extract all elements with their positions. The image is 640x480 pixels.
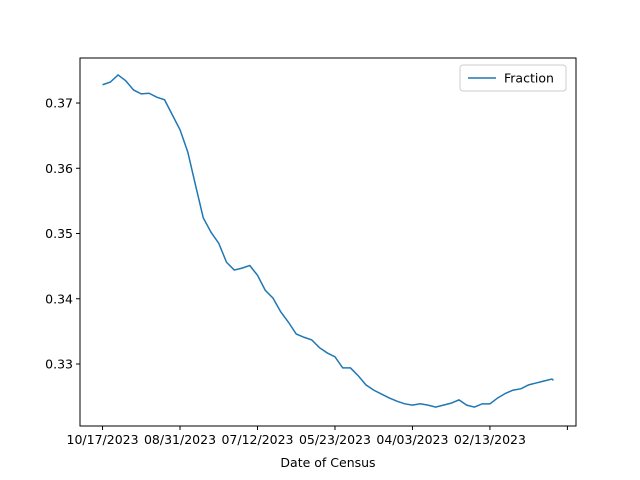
x-tick-label: 05/23/2023 — [299, 432, 371, 447]
x-tick-label: 07/12/2023 — [221, 432, 293, 447]
axes-frame — [79, 57, 577, 427]
legend-box — [459, 64, 567, 92]
x-tick-label: 08/31/2023 — [144, 432, 216, 447]
x-tick-label: 10/17/2023 — [67, 432, 139, 447]
legend-label: Fraction — [504, 71, 554, 86]
y-tick-label: 0.37 — [45, 96, 73, 111]
x-tick-label: 04/03/2023 — [376, 432, 448, 447]
y-tick-label: 0.34 — [45, 291, 73, 306]
data-line — [102, 73, 554, 408]
x-tick-label: 02/13/2023 — [454, 432, 526, 447]
y-tick-label: 0.35 — [45, 226, 73, 241]
y-tick-label: 0.33 — [45, 357, 73, 372]
x-axis-label: Date of Census — [280, 455, 375, 470]
y-tick-label: 0.36 — [45, 161, 73, 176]
